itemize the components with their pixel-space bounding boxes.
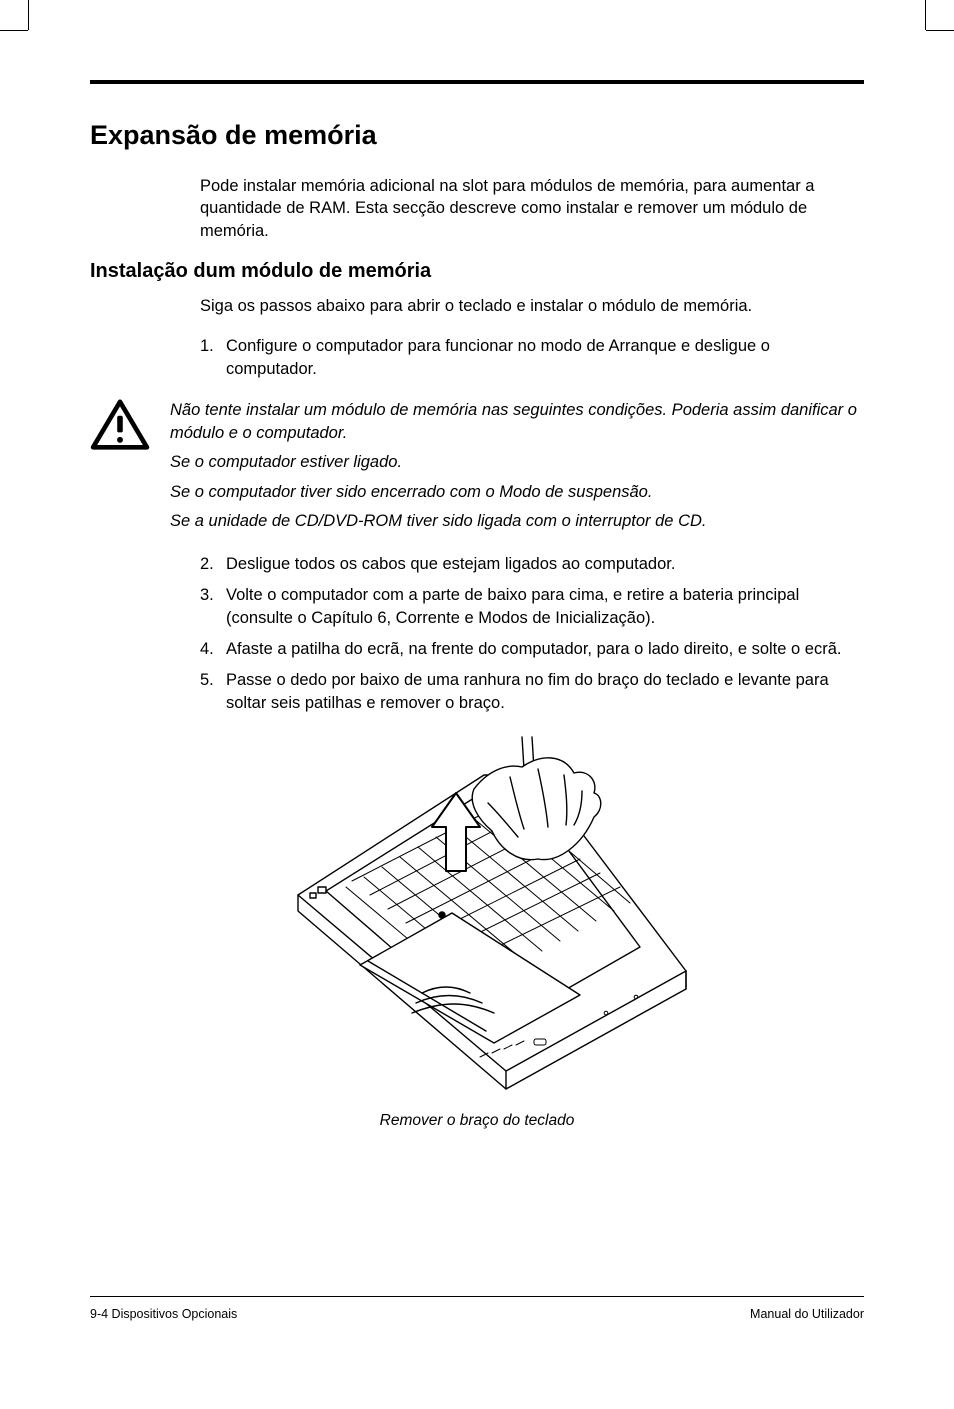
caution-icon bbox=[90, 399, 162, 456]
intro-paragraph: Pode instalar memória adicional na slot … bbox=[200, 175, 860, 242]
crop-mark bbox=[0, 30, 28, 31]
list-number: 2. bbox=[200, 553, 226, 576]
figure: Remover o braço do teclado bbox=[90, 733, 864, 1130]
list-item: 3. Volte o computador com a parte de bai… bbox=[200, 584, 860, 630]
list-text: Desligue todos os cabos que estejam liga… bbox=[226, 553, 860, 576]
list-text: Passe o dedo por baixo de uma ranhura no… bbox=[226, 669, 860, 715]
page-footer: 9-4 Dispositivos Opcionais Manual do Uti… bbox=[90, 1296, 864, 1321]
list-item: 5. Passe o dedo por baixo de uma ranhura… bbox=[200, 669, 860, 715]
crop-mark bbox=[28, 0, 29, 30]
list-text: Configure o computador para funcionar no… bbox=[226, 335, 860, 381]
list-text: Afaste a patilha do ecrã, na frente do c… bbox=[226, 638, 860, 661]
header-rule bbox=[90, 80, 864, 84]
footer-left: 9-4 Dispositivos Opcionais bbox=[90, 1307, 237, 1321]
list-number: 3. bbox=[200, 584, 226, 630]
section-subtitle: Instalação dum módulo de memória bbox=[90, 260, 864, 283]
page-content: Expansão de memória Pode instalar memóri… bbox=[90, 80, 864, 1319]
list-number: 1. bbox=[200, 335, 226, 381]
list-item: 2. Desligue todos os cabos que estejam l… bbox=[200, 553, 860, 576]
caution-text-line: Se o computador tiver sido encerrado com… bbox=[170, 481, 860, 504]
crop-mark bbox=[925, 0, 926, 30]
crop-mark bbox=[926, 30, 954, 31]
lead-paragraph: Siga os passos abaixo para abrir o tecla… bbox=[200, 295, 860, 317]
figure-caption: Remover o braço do teclado bbox=[90, 1112, 864, 1130]
caution-text-line: Se o computador estiver ligado. bbox=[170, 451, 860, 474]
list-number: 5. bbox=[200, 669, 226, 715]
page-title: Expansão de memória bbox=[90, 120, 864, 151]
footer-right: Manual do Utilizador bbox=[750, 1307, 864, 1321]
laptop-illustration bbox=[242, 733, 712, 1093]
list-text: Volte o computador com a parte de baixo … bbox=[226, 584, 860, 630]
caution-block: Não tente instalar um módulo de memória … bbox=[90, 399, 864, 538]
list-number: 4. bbox=[200, 638, 226, 661]
caution-text-line: Se a unidade de CD/DVD-ROM tiver sido li… bbox=[170, 510, 860, 533]
list-item: 1. Configure o computador para funcionar… bbox=[200, 335, 860, 381]
list-item: 4. Afaste a patilha do ecrã, na frente d… bbox=[200, 638, 860, 661]
caution-text-line: Não tente instalar um módulo de memória … bbox=[170, 399, 860, 445]
